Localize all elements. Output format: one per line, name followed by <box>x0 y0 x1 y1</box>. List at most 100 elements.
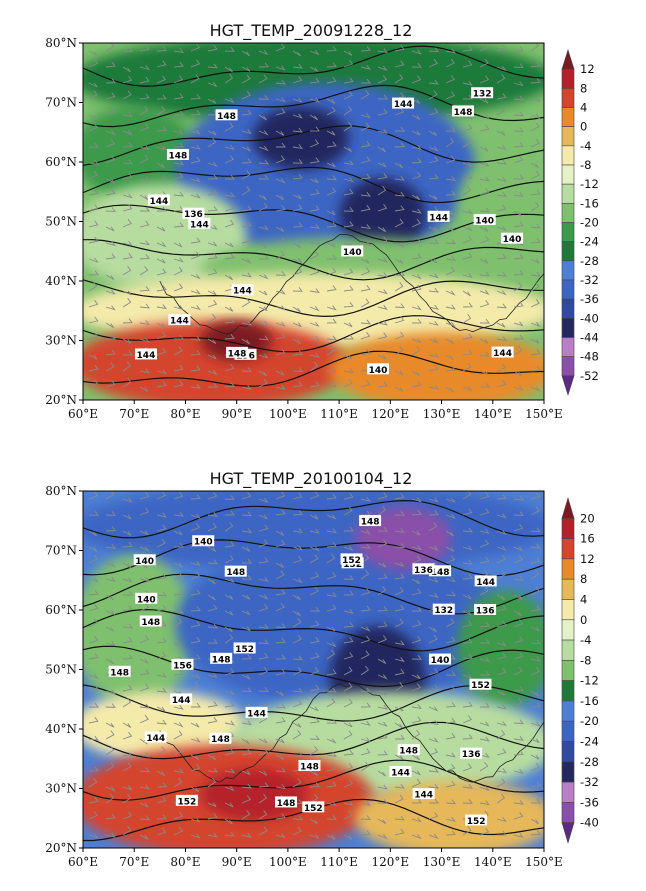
wind-barb <box>394 828 405 836</box>
wind-barb <box>190 833 201 839</box>
wind-barb <box>343 652 354 660</box>
wind-barb <box>241 297 251 308</box>
wind-barb <box>530 762 540 772</box>
wind-barb <box>411 208 422 214</box>
wind-barb <box>326 305 337 311</box>
wind-barb <box>139 45 150 52</box>
lon-tick-label: 70°E <box>119 855 149 869</box>
wind-barb <box>275 205 286 212</box>
wind-barb <box>377 354 387 360</box>
wind-barb <box>343 50 353 56</box>
svg-text:148: 148 <box>226 568 245 578</box>
wind-barb <box>207 623 218 629</box>
wind-barb <box>394 543 405 548</box>
svg-text:136: 136 <box>184 210 203 220</box>
wind-barb <box>377 799 388 804</box>
colorbar-cell <box>561 107 575 127</box>
wind-barb <box>496 513 507 519</box>
wind-barb <box>377 48 388 54</box>
wind-barb <box>496 793 506 804</box>
wind-barb <box>224 690 235 696</box>
wind-barb <box>496 830 507 836</box>
wind-barb <box>105 576 116 582</box>
colorbar-label: -4 <box>580 633 591 647</box>
lat-tick-label: 70°N <box>45 544 77 558</box>
wind-barb <box>462 573 473 580</box>
wind-barb <box>513 666 523 676</box>
wind-barb <box>258 145 269 152</box>
wind-barb <box>207 777 217 788</box>
wind-barb <box>479 176 490 182</box>
wind-barb <box>360 122 370 132</box>
wind-barb <box>139 530 149 536</box>
contour-label: 136 <box>460 747 483 760</box>
wind-barbs <box>88 491 541 840</box>
wind-barb <box>377 539 388 548</box>
wind-barb <box>224 633 234 644</box>
wind-barb <box>462 226 473 232</box>
wind-barb <box>479 161 490 168</box>
wind-barb <box>122 193 133 199</box>
wind-barb <box>462 491 472 500</box>
wind-barb <box>496 529 507 536</box>
wind-barb <box>343 749 354 756</box>
wind-barb <box>156 561 167 567</box>
wind-barb <box>258 826 268 836</box>
wind-barb <box>496 604 507 612</box>
wind-barb <box>275 79 286 85</box>
colorbar-label: -20 <box>580 216 599 230</box>
wind-barb <box>445 386 454 393</box>
wind-barb <box>173 364 184 372</box>
wind-barb <box>445 58 455 68</box>
wind-barb <box>190 365 201 372</box>
wind-barb <box>207 512 218 517</box>
colorbar-label: -32 <box>580 775 599 789</box>
wind-barb <box>309 239 320 245</box>
wind-barb <box>411 555 422 564</box>
wind-barb <box>173 608 184 614</box>
wind-barb <box>445 137 455 148</box>
wind-barb <box>105 730 115 740</box>
wind-barb <box>343 285 354 292</box>
wind-barb <box>479 258 489 264</box>
wind-barb <box>428 737 439 743</box>
wind-barb <box>377 128 388 134</box>
svg-text:144: 144 <box>414 791 433 801</box>
lon-tick-label: 60°E <box>68 407 98 421</box>
wind-barb <box>309 114 318 121</box>
lon-tick-label: 130°E <box>423 855 461 869</box>
wind-barb <box>275 226 285 232</box>
wind-barb <box>88 332 99 340</box>
wind-barb <box>496 817 507 823</box>
wind-barb <box>122 318 133 324</box>
wind-barb <box>156 687 167 693</box>
colorbar-label: 4 <box>580 101 587 115</box>
wind-barb <box>360 285 371 292</box>
wind-barb <box>122 623 133 629</box>
wind-barb <box>411 606 422 612</box>
wind-barb <box>174 334 184 340</box>
colorbar-label: -48 <box>580 350 599 364</box>
map-area: 1441441401401441401361481441361321401441… <box>82 42 545 401</box>
wind-barb <box>139 206 150 212</box>
wind-barb <box>513 253 524 260</box>
wind-barb <box>88 257 99 263</box>
svg-text:144: 144 <box>146 734 165 744</box>
height-contour <box>83 684 544 722</box>
wind-barb <box>88 379 98 388</box>
wind-barb <box>105 832 116 838</box>
wind-barb <box>309 745 319 756</box>
colorbar-cell <box>561 558 575 580</box>
wind-barb <box>394 511 405 516</box>
wind-barb <box>292 113 303 119</box>
wind-barb <box>360 331 371 340</box>
wind-barb <box>360 815 371 821</box>
colorbar-label: 12 <box>580 552 595 566</box>
wind-barb <box>326 175 337 181</box>
wind-barb <box>258 594 269 600</box>
colorbar-cell <box>561 802 575 824</box>
colorbar-label: 0 <box>580 120 587 134</box>
wind-barb <box>343 810 353 820</box>
wind-barb <box>224 626 233 633</box>
wind-barb <box>224 253 235 260</box>
